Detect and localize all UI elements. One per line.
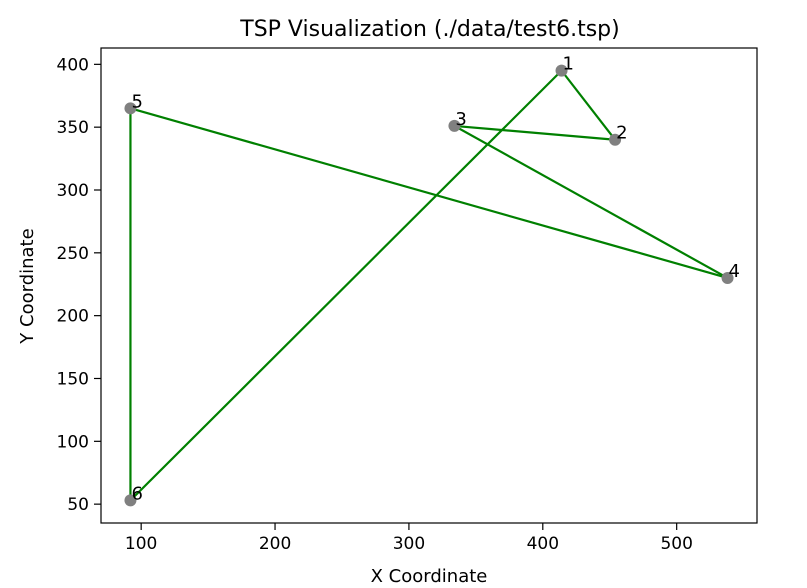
y-axis-ticks: 50 100 150 200 250 300 350 400 [57, 55, 101, 515]
y-tick-label: 150 [57, 369, 89, 389]
route-segment-3-4 [453, 124, 729, 279]
tour-route [129, 69, 729, 502]
x-tick-label: 300 [393, 534, 425, 554]
plot-area: 1 2 3 4 5 6 [100, 47, 758, 524]
y-tick-label: 200 [57, 307, 89, 327]
city-point-6 [124, 494, 137, 507]
city-points [124, 64, 734, 507]
x-axis-label: X Coordinate [371, 566, 488, 587]
y-tick-label: 250 [57, 244, 89, 264]
route-segment-4-5 [130, 107, 728, 280]
route-segment-1-2 [560, 69, 616, 141]
y-tick-label: 50 [67, 495, 89, 515]
x-tick-label: 500 [660, 534, 692, 554]
x-axis-ticks: 100 200 300 400 500 [125, 523, 693, 554]
city-label-3: 3 [455, 109, 466, 130]
city-label-6: 6 [131, 483, 142, 504]
x-tick-label: 400 [527, 534, 559, 554]
city-point-2 [609, 133, 622, 146]
x-tick-label: 100 [125, 534, 157, 554]
city-point-4 [721, 271, 734, 284]
y-tick-label: 100 [57, 432, 89, 452]
city-point-3 [448, 119, 461, 132]
route-segment-6-1 [129, 69, 563, 502]
city-labels: 1 2 3 4 5 6 [131, 54, 740, 505]
chart-title: TSP Visualization (./data/test6.tsp) [239, 17, 619, 42]
city-label-1: 1 [563, 54, 574, 75]
x-tick-label: 200 [259, 534, 291, 554]
city-label-4: 4 [729, 261, 740, 282]
y-tick-label: 300 [57, 181, 89, 201]
city-label-2: 2 [616, 123, 627, 144]
city-point-1 [555, 64, 568, 77]
city-label-5: 5 [131, 91, 142, 112]
plot-frame [100, 47, 758, 524]
route-segment-2-3 [454, 124, 616, 141]
city-point-5 [124, 102, 137, 115]
y-tick-label: 350 [57, 118, 89, 138]
y-tick-label: 400 [57, 55, 89, 75]
y-axis-label: Y Coordinate [17, 228, 38, 344]
